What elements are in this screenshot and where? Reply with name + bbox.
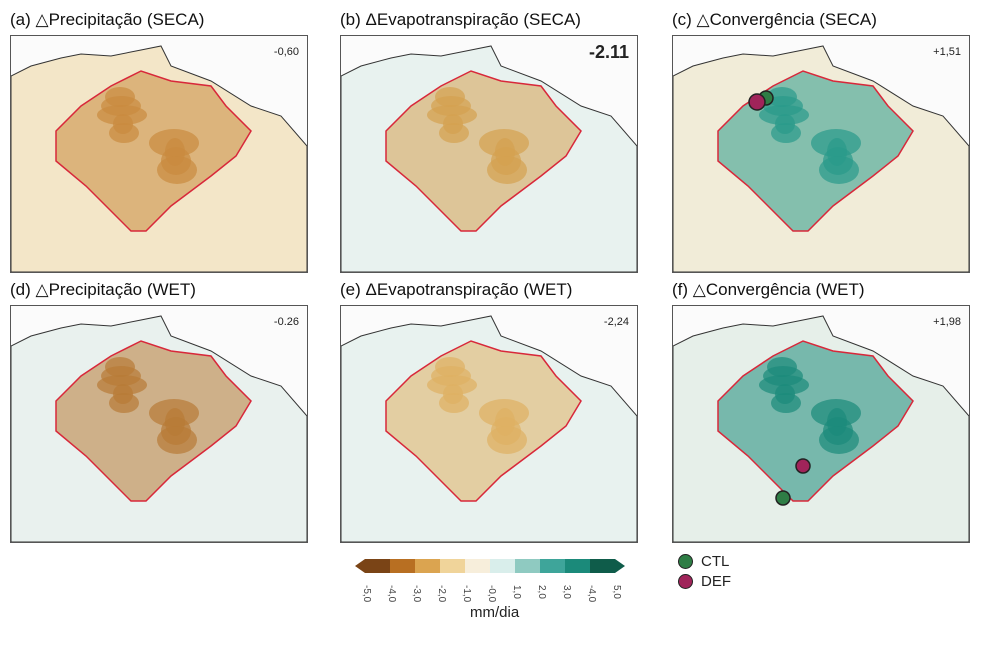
- map: [11, 315, 307, 542]
- panel-title: (f) △Convergência (WET): [672, 280, 865, 299]
- colorbar-tick: 1,0: [511, 585, 522, 599]
- anomaly-patch: [767, 357, 797, 377]
- colorbar-tick: 5,0: [611, 585, 622, 599]
- map-panel: -0.26: [10, 305, 308, 543]
- colorbar-segment: [565, 559, 590, 573]
- colorbar-segment: [365, 559, 390, 573]
- colorbar-tick: -0,0: [486, 585, 497, 603]
- def-marker: [795, 458, 811, 474]
- colorbar-segment: [490, 559, 515, 573]
- panel-value: -0,60: [273, 46, 299, 58]
- anomaly-patch: [479, 399, 529, 427]
- map: [11, 45, 307, 272]
- anomaly-patch: [435, 357, 465, 377]
- anomaly-patch: [811, 399, 861, 427]
- colorbar-arrow-right: [615, 559, 625, 573]
- map: [341, 315, 637, 542]
- anomaly-patch: [105, 357, 135, 377]
- map-panel: -0,60: [10, 35, 308, 273]
- ctl-marker-icon: [678, 554, 693, 569]
- colorbar-tick: -3,0: [411, 585, 422, 603]
- panel-title: (c) △Convergência (SECA): [672, 10, 877, 29]
- anomaly-patch: [435, 87, 465, 107]
- amazon-boundary: [55, 70, 252, 232]
- map: [673, 45, 969, 272]
- legend-label: CTL: [701, 553, 730, 570]
- colorbar-tick: -2,0: [436, 585, 447, 603]
- ctl-marker: [775, 490, 791, 506]
- colorbar-segment: [515, 559, 540, 573]
- map: [673, 315, 969, 542]
- colorbar-tick: -4,0: [586, 585, 597, 603]
- colorbar-segment: [390, 559, 415, 573]
- amazon-boundary: [385, 70, 582, 232]
- panel-title: (e) ΔEvapotranspiração (WET): [340, 280, 573, 299]
- amazon-boundary: [717, 70, 914, 232]
- anomaly-patch: [149, 129, 199, 157]
- anomaly-patch: [811, 129, 861, 157]
- map-panel: +1,51: [672, 35, 970, 273]
- amazon-boundary: [385, 340, 582, 502]
- colorbar: [355, 555, 625, 582]
- legend-item-ctl: CTL: [678, 553, 729, 570]
- anomaly-patch: [149, 399, 199, 427]
- panel-title: (d) △Precipitação (WET): [10, 280, 196, 299]
- panel-value: -2.11: [588, 42, 629, 62]
- def-marker: [748, 93, 766, 111]
- colorbar-unit: mm/dia: [470, 604, 520, 621]
- anomaly-patch: [767, 87, 797, 107]
- panel-value: +1,51: [933, 46, 961, 58]
- colorbar-tick: -5,0: [361, 585, 372, 603]
- panel-title: (b) ΔEvapotranspiração (SECA): [340, 10, 581, 29]
- colorbar-segment: [440, 559, 465, 573]
- colorbar-tick: 2,0: [536, 585, 547, 599]
- amazon-boundary: [55, 340, 252, 502]
- map-panel: -2,24: [340, 305, 638, 543]
- def-marker-icon: [678, 574, 693, 589]
- colorbar-segment: [540, 559, 565, 573]
- panel-value: +1,98: [933, 316, 961, 328]
- colorbar-tick: -1,0: [461, 585, 472, 603]
- colorbar-tick: -4,0: [386, 585, 397, 603]
- panel-value: -0.26: [273, 316, 299, 328]
- panel-title: (a) △Precipitação (SECA): [10, 10, 205, 29]
- map-panel: +1,98: [672, 305, 970, 543]
- legend-item-def: DEF: [678, 573, 731, 590]
- anomaly-patch: [105, 87, 135, 107]
- colorbar-segment: [590, 559, 615, 573]
- panel-value: -2,24: [603, 316, 629, 328]
- map: [341, 45, 637, 272]
- amazon-boundary: [717, 340, 914, 502]
- legend-label: DEF: [701, 573, 731, 590]
- map-panel: -2.11: [340, 35, 638, 273]
- colorbar-segment: [465, 559, 490, 573]
- colorbar-tick: 3,0: [561, 585, 572, 599]
- colorbar-segment: [415, 559, 440, 573]
- colorbar-arrow-left: [355, 559, 365, 573]
- anomaly-patch: [479, 129, 529, 157]
